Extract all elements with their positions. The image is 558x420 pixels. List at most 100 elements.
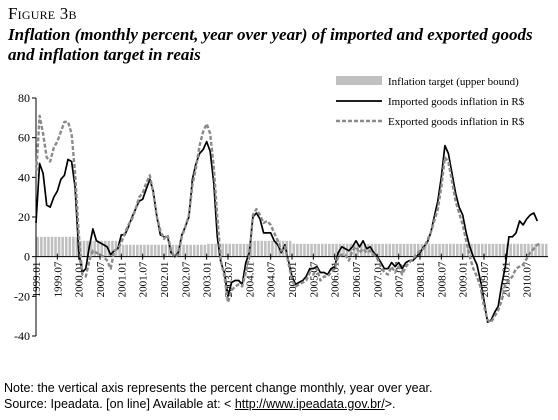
source-suffix: >. [384, 397, 396, 411]
target-bar [160, 244, 164, 257]
target-bar [260, 240, 264, 257]
target-bar [189, 244, 192, 257]
target-bar [143, 244, 146, 257]
target-bar [445, 243, 448, 257]
target-bar [292, 243, 296, 257]
target-bar [480, 243, 484, 257]
target-bar [342, 243, 345, 257]
target-bar [527, 243, 530, 257]
target-bar [214, 243, 217, 257]
series-lines [34, 114, 542, 324]
y-tick-label: -40 [14, 329, 30, 343]
target-bar [146, 244, 150, 257]
target-bar [221, 243, 224, 257]
target-bar [164, 244, 168, 257]
x-tick-label: 1999.01 [31, 262, 43, 298]
target-bar [328, 243, 331, 257]
target-bar [541, 243, 544, 257]
target-bar [139, 244, 143, 257]
target-bar [171, 244, 175, 257]
target-bar [388, 243, 392, 257]
target-bar [253, 240, 256, 257]
target-bar [50, 236, 54, 257]
target-bar [306, 243, 310, 257]
target-bar [456, 243, 459, 257]
x-tick-label: 2000.01 [74, 262, 86, 298]
target-bar [399, 243, 402, 257]
legend: Inflation target (upper bound) Imported g… [336, 76, 525, 128]
target-bar [392, 243, 395, 257]
target-bar [384, 243, 388, 257]
target-bar [168, 244, 171, 257]
target-bar [157, 244, 160, 257]
target-bar [136, 244, 139, 257]
target-bar [89, 240, 93, 257]
target-bar [331, 243, 335, 257]
x-tick-label: 2004.07 [266, 261, 278, 297]
target-bar [438, 243, 441, 257]
target-bar [82, 240, 86, 257]
target-bar [402, 243, 406, 257]
x-tick-label: 2008.07 [436, 261, 448, 297]
inflation-chart: -40 -20 0 20 40 60 80 1999.01 1999.07 2000.01 2000… [14, 76, 548, 343]
target-bar [203, 244, 207, 257]
x-tick-label: 2005.07 [308, 261, 320, 297]
source-line: Source: Ipeadata. [on line] Available at… [4, 396, 432, 412]
target-bar [104, 240, 107, 257]
target-bar [196, 244, 200, 257]
target-bar [534, 243, 537, 257]
target-bar [459, 243, 463, 257]
target-bar [185, 244, 189, 257]
legend-entry-target: Inflation target (upper bound) [388, 76, 519, 88]
target-bar [520, 243, 523, 257]
target-bar [512, 243, 516, 257]
target-bar [72, 236, 75, 257]
x-tick-label: 2004.01 [244, 262, 256, 298]
legend-swatch [336, 76, 382, 85]
target-bar [488, 243, 491, 257]
target-bar [320, 243, 324, 257]
x-tick-label: 2007.01 [372, 262, 384, 298]
target-bar [246, 243, 249, 257]
source-link[interactable]: http://www.ipeadata.gov.br/ [234, 397, 385, 411]
target-bar [349, 243, 352, 257]
target-bar [502, 243, 505, 257]
target-bar [200, 244, 203, 257]
target-bar [267, 240, 271, 257]
target-bar [416, 243, 420, 257]
target-bar [317, 243, 320, 257]
target-bar [537, 243, 541, 257]
target-bar [427, 243, 431, 257]
y-tick-label: 40 [18, 170, 30, 184]
target-bar [61, 236, 64, 257]
target-bar [118, 240, 121, 257]
target-bar [68, 236, 72, 257]
y-tick-label: 60 [18, 131, 30, 145]
target-bar [125, 244, 128, 257]
x-tick-label: 2000.07 [95, 261, 107, 297]
target-bar [239, 243, 242, 257]
target-bar [477, 243, 480, 257]
target-bar [495, 243, 498, 257]
target-bar [100, 240, 104, 257]
target-bar [310, 243, 313, 257]
x-tick-label: 2006.07 [351, 261, 363, 297]
target-bar [57, 236, 61, 257]
target-bar [264, 240, 267, 257]
target-bar [473, 243, 477, 257]
target-bar [299, 243, 303, 257]
x-tick-label: 1999.07 [52, 261, 64, 297]
x-tick-label: 2003.01 [202, 262, 214, 298]
target-bar [121, 244, 125, 257]
target-bar [395, 243, 399, 257]
target-bar [296, 243, 299, 257]
target-bar [175, 244, 178, 257]
y-tick-label: 80 [18, 91, 30, 105]
x-tick-label: 2002.01 [159, 262, 171, 298]
y-tick-label: -20 [14, 289, 30, 303]
target-bar [409, 243, 413, 257]
target-bar [424, 243, 427, 257]
target-bar [484, 243, 488, 257]
target-bar [192, 244, 196, 257]
target-bar [96, 240, 100, 257]
